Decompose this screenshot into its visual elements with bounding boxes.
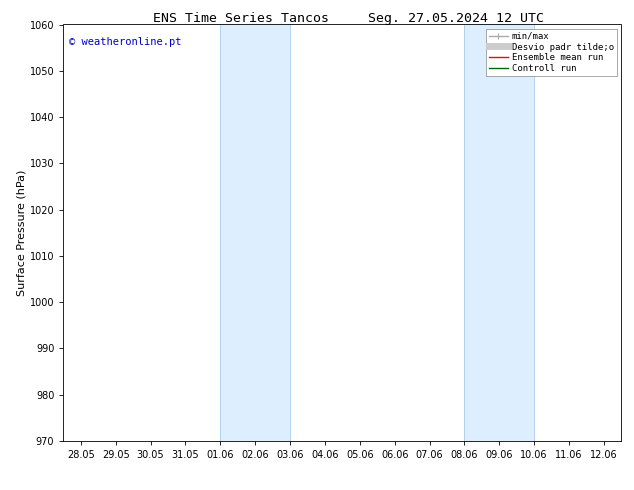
Bar (464, 24, 534, 441)
Text: Seg. 27.05.2024 12 UTC: Seg. 27.05.2024 12 UTC (368, 12, 545, 25)
Legend: min/max, Desvio padr tilde;o, Ensemble mean run, Controll run: min/max, Desvio padr tilde;o, Ensemble m… (486, 29, 617, 76)
Y-axis label: Surface Pressure (hPa): Surface Pressure (hPa) (17, 170, 27, 296)
Text: © weatheronline.pt: © weatheronline.pt (69, 37, 181, 47)
Bar (221, 24, 290, 441)
Text: ENS Time Series Tancos: ENS Time Series Tancos (153, 12, 329, 25)
